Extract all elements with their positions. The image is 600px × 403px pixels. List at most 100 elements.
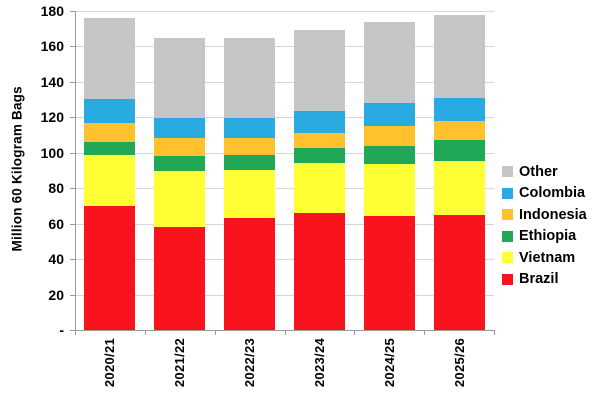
x-tick-mark: [284, 330, 286, 335]
bar-segment-vietnam-2023-24: [293, 163, 345, 214]
bar-segment-vietnam-2024-25: [363, 164, 415, 216]
x-tick-mark: [214, 330, 216, 335]
legend-item-indonesia: Indonesia: [502, 204, 587, 226]
legend-label: Colombia: [519, 185, 586, 202]
x-tick-mark: [424, 330, 426, 335]
gridline: [75, 152, 494, 154]
x-tick-mark: [144, 330, 146, 335]
bar-segment-brazil-2021-22: [154, 227, 206, 330]
bar-segment-ethiopia-2021-22: [154, 156, 206, 172]
bar-segment-brazil-2020-21: [84, 205, 136, 330]
x-tick-mark: [354, 330, 356, 335]
gridline: [75, 11, 494, 12]
bar-segment-vietnam-2025-26: [433, 160, 485, 215]
legend-item-colombia: Colombia: [502, 183, 587, 205]
x-category-label: 2021/22: [172, 338, 188, 388]
gridline: [75, 188, 494, 190]
bar-segment-vietnam-2020-21: [84, 154, 136, 206]
gridline: [75, 117, 494, 119]
gridline: [75, 81, 494, 83]
bar-segment-brazil-2023-24: [293, 213, 345, 330]
y-tick-label: 80: [48, 180, 64, 197]
x-tick-mark: [494, 330, 495, 335]
legend-swatch-other: [502, 166, 513, 178]
x-category-label-box: 2021/22: [170, 338, 190, 402]
y-tick-mark: [70, 223, 75, 225]
bar-segment-colombia-2024-25: [363, 103, 415, 127]
x-category-label-box: 2022/23: [240, 338, 260, 402]
gridline: [75, 46, 494, 48]
bar-segment-other-2022-23: [224, 38, 276, 119]
y-tick-mark: [70, 330, 75, 331]
bar-segment-ethiopia-2022-23: [224, 155, 276, 170]
y-tick-label: 120: [40, 109, 64, 126]
bar-segment-ethiopia-2023-24: [293, 148, 345, 164]
bar-segment-ethiopia-2024-25: [363, 145, 415, 165]
bar-segment-indonesia-2020-21: [84, 122, 136, 143]
x-category-label: 2025/26: [451, 338, 467, 388]
bar-segment-colombia-2021-22: [154, 118, 206, 138]
bar-segment-colombia-2025-26: [433, 97, 485, 121]
y-tick-label: 180: [40, 3, 64, 19]
bar-segment-colombia-2022-23: [224, 118, 276, 138]
legend-label: Other: [519, 163, 558, 180]
legend: Other Colombia Indonesia Ethiopia Vietnam Bra…: [502, 161, 587, 290]
bar-segment-vietnam-2021-22: [154, 171, 206, 228]
y-tick-label: 60: [48, 215, 64, 232]
bar-segment-colombia-2023-24: [293, 111, 345, 134]
legend-label: Ethiopia: [519, 228, 577, 245]
bar-segment-other-2020-21: [84, 18, 136, 99]
y-tick-mark: [70, 188, 75, 190]
legend-swatch-ethiopia: [502, 230, 513, 242]
y-axis-line: [75, 11, 76, 331]
bar-segment-indonesia-2023-24: [293, 133, 345, 149]
legend-swatch-indonesia: [502, 209, 513, 221]
y-tick-mark: [70, 259, 75, 261]
bar-segment-other-2023-24: [293, 29, 345, 112]
bar-segment-other-2024-25: [363, 21, 415, 104]
x-tick-mark: [75, 330, 76, 335]
y-tick-label: -: [59, 322, 64, 338]
y-tick-label: 40: [48, 251, 64, 268]
x-category-label-box: 2023/24: [309, 338, 329, 402]
y-tick-mark: [70, 11, 75, 12]
x-category-label: 2023/24: [311, 338, 327, 388]
x-category-label: 2024/25: [381, 338, 397, 388]
y-tick-mark: [70, 46, 75, 48]
legend-swatch-vietnam: [502, 252, 513, 264]
bar-segment-indonesia-2021-22: [154, 137, 206, 157]
gridline: [75, 259, 494, 261]
legend-label: Indonesia: [519, 206, 587, 223]
bar-segment-other-2025-26: [433, 14, 485, 98]
legend-item-brazil: Brazil: [502, 269, 587, 291]
bar-segment-indonesia-2024-25: [363, 126, 415, 146]
legend-swatch-brazil: [502, 273, 513, 285]
y-tick-mark: [70, 152, 75, 154]
y-tick-label: 100: [40, 144, 64, 161]
x-category-label-box: 2024/25: [379, 338, 399, 402]
x-category-label: 2020/21: [102, 338, 118, 388]
y-tick-label: 140: [40, 73, 64, 90]
bar-segment-indonesia-2022-23: [224, 137, 276, 156]
y-tick-label: 20: [48, 286, 64, 303]
y-tick-label: 160: [40, 38, 64, 55]
bar-segment-brazil-2024-25: [363, 215, 415, 330]
bar-segment-indonesia-2025-26: [433, 120, 485, 141]
bar-segment-brazil-2022-23: [224, 218, 276, 330]
bar-segment-vietnam-2022-23: [224, 169, 276, 219]
bar-segment-ethiopia-2020-21: [84, 142, 136, 155]
gridline: [75, 294, 494, 296]
y-tick-mark: [70, 117, 75, 119]
x-category-label: 2022/23: [242, 338, 258, 388]
legend-item-other: Other: [502, 161, 587, 183]
x-category-label-box: 2020/21: [100, 338, 120, 402]
y-tick-mark: [70, 294, 75, 296]
legend-item-ethiopia: Ethiopia: [502, 226, 587, 248]
legend-label: Vietnam: [519, 249, 576, 266]
bar-segment-other-2021-22: [154, 37, 206, 119]
legend-item-vietnam: Vietnam: [502, 247, 587, 269]
bar-segment-brazil-2025-26: [433, 214, 485, 330]
plot-area: [75, 11, 494, 330]
bar-segment-colombia-2020-21: [84, 98, 136, 123]
